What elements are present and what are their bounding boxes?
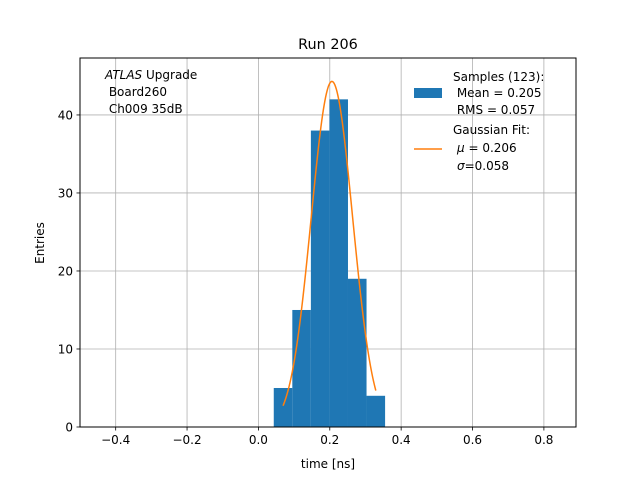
histogram-bar xyxy=(366,395,386,427)
legend-histogram-swatch xyxy=(414,88,442,98)
annotation-atlas-italic: ATLAS xyxy=(104,68,143,82)
legend-fit-label: Gaussian Fit: xyxy=(453,123,530,137)
x-tick-label: 0.6 xyxy=(463,433,482,447)
atlas-annotation: ATLAS Upgrade Board260 Ch009 35dB xyxy=(104,68,197,116)
x-tick-label: −0.2 xyxy=(172,433,201,447)
sigma-symbol: σ xyxy=(457,159,465,173)
plot-frame xyxy=(79,57,577,428)
x-tick-label: 0.4 xyxy=(392,433,411,447)
legend-histogram-rms: RMS = 0.057 xyxy=(453,103,535,117)
histogram-bar xyxy=(292,309,311,427)
y-tick-label: 40 xyxy=(58,108,73,122)
y-tick-label: 20 xyxy=(58,264,73,278)
legend-fit-mu: μ = 0.206 xyxy=(456,141,517,155)
legend-fit-sigma: σ=0.058 xyxy=(457,159,509,173)
annotation-line-3: Ch009 35dB xyxy=(105,102,183,116)
axis-ticks: −0.4 −0.2 0.0 0.2 0.4 0.6 0.8 0 10 20 30 40 xyxy=(58,108,554,447)
histogram-bar xyxy=(310,130,330,427)
annotation-upgrade: Upgrade xyxy=(142,68,197,82)
histogram-bar xyxy=(347,278,367,427)
x-tick-label: 0.8 xyxy=(534,433,553,447)
legend-fit-sigma-value: =0.058 xyxy=(465,159,509,173)
legend-fit-mu-value: = 0.206 xyxy=(465,141,517,155)
histogram-bars xyxy=(273,99,386,427)
y-axis-label: Entries xyxy=(33,222,47,264)
x-tick-label: 0.2 xyxy=(320,433,339,447)
fit-line xyxy=(282,80,377,407)
annotation-line-1: ATLAS Upgrade xyxy=(104,68,197,82)
x-tick-label: 0.0 xyxy=(249,433,268,447)
histogram-bar xyxy=(273,387,293,427)
x-axis-label: time [ns] xyxy=(301,457,355,471)
legend: Samples (123): Mean = 0.205 RMS = 0.057 … xyxy=(414,70,544,173)
annotation-line-2: Board260 xyxy=(105,85,167,99)
chart-title: Run 206 xyxy=(298,37,358,53)
y-tick-label: 0 xyxy=(65,421,73,435)
y-tick-label: 30 xyxy=(58,186,73,200)
legend-histogram-label: Samples (123): xyxy=(453,70,544,84)
y-tick-label: 10 xyxy=(58,342,73,356)
legend-histogram-mean: Mean = 0.205 xyxy=(453,86,542,100)
histogram-bar xyxy=(329,99,348,427)
mu-symbol: μ xyxy=(456,141,465,155)
x-tick-label: −0.4 xyxy=(101,433,130,447)
gaussian-fit-curve xyxy=(282,80,377,407)
